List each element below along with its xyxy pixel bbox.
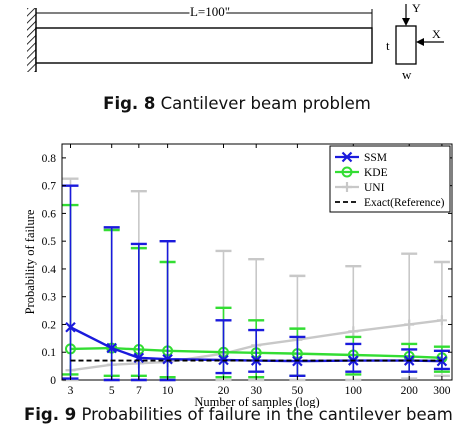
x-tick-label: 7 — [136, 385, 142, 397]
chart-legend: SSM KDE UNI Exact(Reference) — [329, 145, 451, 213]
length-dimension: L=100" — [35, 2, 373, 28]
figure-9-number: Fig. 9 — [24, 405, 77, 424]
legend-label: KDE — [364, 167, 388, 179]
legend-item: KDE — [335, 166, 388, 179]
x-tick-label: 10 — [162, 385, 174, 397]
figure-9-caption: Fig. 9 Probabilities of failure in the c… — [24, 405, 474, 424]
data-point — [162, 353, 173, 365]
data-point — [106, 342, 117, 354]
failure-probability-chart: 0 0.1 0.2 0.3 0.4 0.5 0.6 0.7 0.8 3 5 7 10 20 30 50 100 2… — [23, 143, 453, 408]
figure-8-caption: Fig. 8 Cantilever beam problem — [0, 94, 474, 113]
figure-9-caption-text: Probabilities of failure in the cantilev… — [81, 405, 453, 424]
data-point — [65, 321, 76, 333]
y-tick-label: 0.5 — [42, 236, 57, 248]
x-tick-label: 100 — [345, 385, 363, 397]
figure-8-caption-text: Cantilever beam problem — [160, 94, 371, 113]
y-axis-label: Probability of failure — [23, 209, 37, 314]
y-tick-label: 0.6 — [42, 208, 57, 220]
cantilever-beam-figure: L=100" Y X t w — [27, 1, 444, 82]
y-tick-label: 0.8 — [42, 153, 57, 165]
length-label: L=100" — [190, 4, 230, 19]
y-tick-label: 0.4 — [42, 264, 57, 276]
beam — [35, 27, 373, 64]
data-point — [341, 151, 353, 163]
dim-t-label: t — [386, 38, 390, 53]
x-tick-label: 3 — [68, 385, 74, 397]
y-tick-label: 0.7 — [42, 181, 57, 193]
legend-item: SSM — [335, 151, 387, 164]
figure-8-number: Fig. 8 — [103, 94, 156, 113]
legend-label: Exact(Reference) — [364, 197, 445, 209]
y-tick-label: 0.1 — [42, 347, 57, 359]
data-point — [348, 326, 359, 337]
x-tick-label: 300 — [433, 385, 451, 397]
axis-x-label: X — [432, 27, 441, 41]
series-line — [70, 346, 442, 359]
legend-label: SSM — [364, 152, 387, 164]
axes: 0 0.1 0.2 0.3 0.4 0.5 0.6 0.7 0.8 3 5 7 10 20 30 50 100 2… — [42, 144, 452, 397]
data-point — [436, 315, 447, 326]
x-tick-label: 30 — [250, 385, 262, 397]
x-tick-label: 200 — [401, 385, 419, 397]
x-tick-label: 50 — [292, 385, 304, 397]
data-point — [436, 355, 448, 367]
y-tick-label: 0 — [50, 375, 56, 387]
axis-y-label: Y — [412, 1, 421, 15]
x-tick-label: 20 — [218, 385, 230, 397]
cross-section: Y X t w — [386, 1, 444, 82]
series-line — [70, 319, 443, 372]
x-axis-label: Number of samples (log) — [194, 395, 319, 408]
x-tick-label: 5 — [109, 385, 115, 397]
y-tick-label: 0.3 — [42, 292, 57, 304]
legend-item: Exact(Reference) — [335, 197, 445, 209]
legend-item: UNI — [335, 182, 385, 194]
legend-label: UNI — [364, 182, 385, 194]
y-tick-label: 0.2 — [42, 319, 57, 331]
data-point — [341, 166, 353, 178]
data-point — [342, 182, 352, 192]
dim-w-label: w — [402, 67, 412, 82]
series-layer — [62, 177, 450, 382]
data-point — [404, 319, 415, 330]
fixed-support — [27, 8, 37, 72]
series-ssm — [62, 184, 450, 382]
